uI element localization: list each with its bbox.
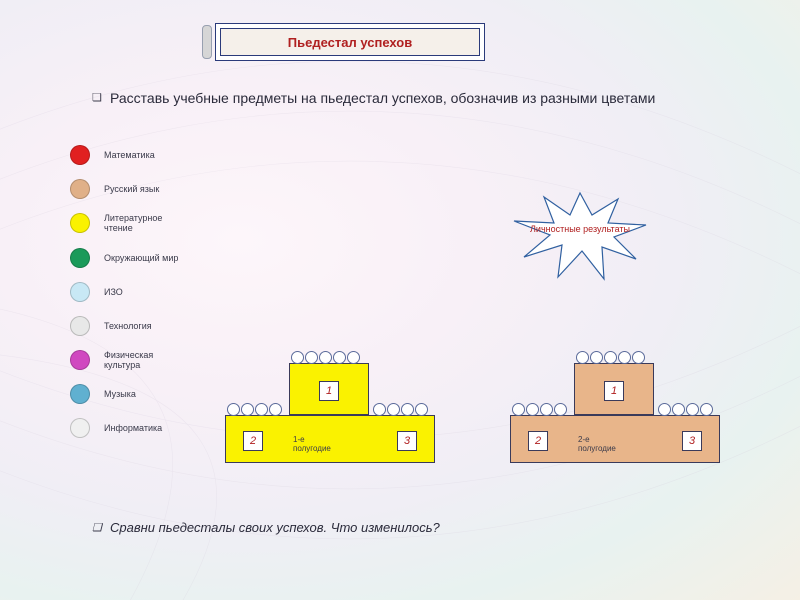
instruction-text: Расставь учебные предметы на пьедестал у… (110, 90, 740, 106)
bead-icon (576, 351, 589, 364)
banner-scroll-cap (202, 25, 212, 59)
subject-color-icon (70, 248, 90, 268)
bead-row-top (291, 351, 360, 364)
title-banner: Пьедестал успехов (220, 28, 480, 56)
starburst-callout: Личностные результаты (510, 185, 650, 285)
subject-label: Технология (104, 321, 152, 331)
podium-number-2: 2 (528, 431, 548, 451)
bead-row-right (373, 403, 428, 416)
bead-icon (387, 403, 400, 416)
subjects-legend: Математика Русский язык Литературное чтени… (70, 145, 189, 438)
subject-label: ИЗО (104, 287, 123, 297)
podium-number-3: 3 (682, 431, 702, 451)
subject-item: ИЗО (70, 282, 189, 302)
subject-item: Русский язык (70, 179, 189, 199)
bead-icon (241, 403, 254, 416)
bead-icon (604, 351, 617, 364)
subject-color-icon (70, 145, 90, 165)
subject-color-icon (70, 179, 90, 199)
podium-number-3: 3 (397, 431, 417, 451)
subject-item: Информатика (70, 418, 189, 438)
subject-color-icon (70, 418, 90, 438)
subject-label: Русский язык (104, 184, 159, 194)
bead-icon (227, 403, 240, 416)
bead-icon (632, 351, 645, 364)
bead-icon (333, 351, 346, 364)
bead-icon (590, 351, 603, 364)
bead-icon (291, 351, 304, 364)
bead-row-left (227, 403, 282, 416)
subject-color-icon (70, 213, 90, 233)
subject-color-icon (70, 384, 90, 404)
bead-icon (415, 403, 428, 416)
subject-item: Физическая культура (70, 350, 189, 371)
bead-icon (319, 351, 332, 364)
podium-number-2: 2 (243, 431, 263, 451)
bead-icon (255, 403, 268, 416)
subject-item: Технология (70, 316, 189, 336)
compare-text: Сравни пьедесталы своих успехов. Что изм… (110, 520, 440, 535)
bead-icon (672, 403, 685, 416)
subject-item: Математика (70, 145, 189, 165)
bead-row-left (512, 403, 567, 416)
subject-item: Литературное чтение (70, 213, 189, 234)
podium-number-1: 1 (319, 381, 339, 401)
subject-label: Информатика (104, 423, 162, 433)
bead-row-top (576, 351, 645, 364)
bead-icon (347, 351, 360, 364)
subject-label: Физическая культура (104, 350, 189, 371)
bead-row-right (658, 403, 713, 416)
bead-icon (305, 351, 318, 364)
subject-color-icon (70, 282, 90, 302)
subject-label: Литературное чтение (104, 213, 189, 234)
podium-number-1: 1 (604, 381, 624, 401)
podium-label: 1-е полугодие (293, 435, 331, 453)
subject-label: Окружающий мир (104, 253, 178, 263)
subject-label: Математика (104, 150, 155, 160)
subject-item: Музыка (70, 384, 189, 404)
bead-icon (686, 403, 699, 416)
bead-icon (401, 403, 414, 416)
bead-icon (526, 403, 539, 416)
starburst-text: Личностные результаты (510, 225, 650, 235)
subject-color-icon (70, 350, 90, 370)
bead-icon (658, 403, 671, 416)
podium-label: 2-е полугодие (578, 435, 616, 453)
bead-icon (373, 403, 386, 416)
bead-icon (540, 403, 553, 416)
bead-icon (512, 403, 525, 416)
bead-icon (618, 351, 631, 364)
subject-label: Музыка (104, 389, 136, 399)
title-text: Пьедестал успехов (288, 35, 412, 50)
bead-icon (554, 403, 567, 416)
subject-item: Окружающий мир (70, 248, 189, 268)
bead-icon (700, 403, 713, 416)
subject-color-icon (70, 316, 90, 336)
bead-icon (269, 403, 282, 416)
